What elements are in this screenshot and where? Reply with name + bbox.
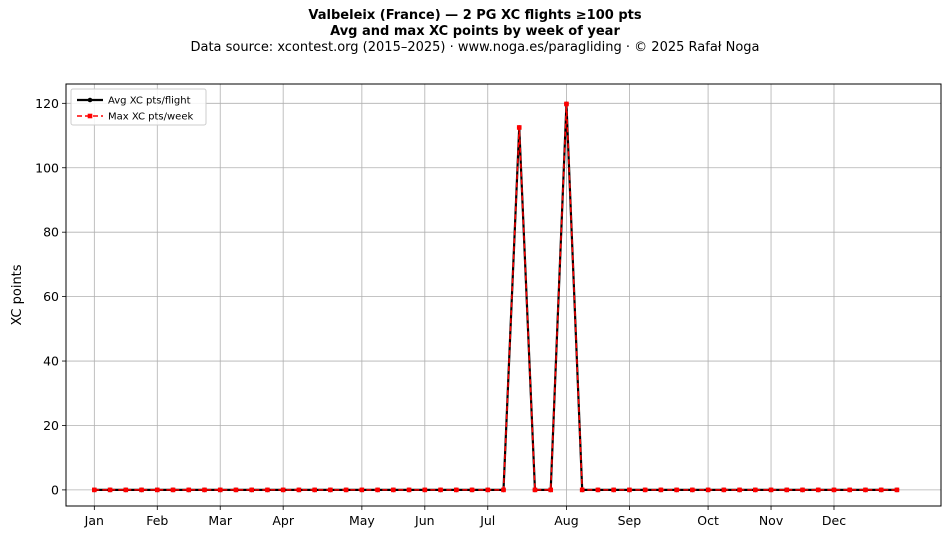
x-tick-label: Dec — [822, 513, 846, 528]
data-point-max — [831, 487, 837, 493]
data-point-max — [469, 487, 475, 493]
data-point-max — [123, 487, 129, 493]
data-point-max — [296, 487, 302, 493]
data-point-max — [627, 487, 632, 493]
data-point-max — [894, 487, 900, 493]
plot-frame — [65, 83, 942, 507]
axes: Jan Feb Mar Apr May Jun Jul Aug Sep Oct Nov Dec 0 20 4… — [10, 83, 942, 528]
x-tick-label: Sep — [618, 513, 642, 528]
legend-label: Avg XC pts/flight — [108, 96, 191, 107]
data-point-max — [438, 487, 443, 493]
y-tick-label: 80 — [43, 225, 59, 240]
grid — [66, 84, 941, 506]
data-point-max — [453, 487, 459, 493]
y-axis-label: XC points — [10, 264, 25, 325]
x-tick-label: Aug — [554, 513, 578, 528]
data-point-max — [737, 487, 742, 493]
data-point-max — [595, 487, 601, 493]
y-tick-label: 40 — [43, 354, 59, 369]
x-tick-label: Apr — [272, 513, 294, 528]
series-line-max — [94, 103, 897, 491]
data-point-max — [548, 487, 554, 493]
legend-marker — [87, 113, 93, 119]
x-tick-label: Nov — [759, 513, 784, 528]
data-point-max — [202, 487, 207, 493]
data-point-max — [233, 487, 239, 493]
data-point-max — [217, 487, 223, 493]
data-point-max — [863, 487, 868, 493]
x-tick-label: Oct — [697, 513, 719, 528]
data-point-max — [642, 487, 648, 493]
legend-box — [70, 88, 207, 126]
data-point-max — [674, 487, 679, 493]
y-tick-label: 120 — [35, 96, 59, 111]
y-tick-label: 0 — [51, 482, 59, 497]
data-point-max — [768, 487, 774, 493]
x-tick-label: Jul — [479, 513, 495, 528]
data-point-max — [579, 487, 585, 493]
x-tick-label: Feb — [146, 513, 168, 528]
chart-title-line2: Avg and max XC points by week of year — [330, 24, 620, 39]
legend: Avg XC pts/flight Max XC pts/week — [70, 88, 207, 126]
data-point-max — [139, 487, 144, 493]
data-point-max — [265, 487, 270, 493]
data-point-max — [752, 487, 758, 493]
data-point-max — [422, 487, 428, 493]
y-tick-label: 60 — [43, 289, 59, 304]
data-point-max — [154, 487, 160, 493]
data-point-max — [847, 487, 853, 493]
data-point-max — [784, 487, 790, 493]
data-point-max — [170, 487, 176, 493]
chart-title: Valbeleix (France) — 2 PG XC flights ≥10… — [308, 8, 642, 23]
data-point-max — [815, 487, 821, 493]
data-point-max — [359, 487, 365, 493]
data-point-max — [721, 487, 727, 493]
data-point-max — [280, 487, 286, 493]
data-point-max — [249, 487, 255, 493]
data-point-max — [690, 487, 695, 493]
data-point-max — [878, 487, 884, 493]
data-point-max — [107, 487, 113, 493]
x-tick-label: Jun — [414, 513, 435, 528]
data-point-max — [564, 101, 569, 107]
data-point-max — [92, 487, 97, 493]
data-point-max — [406, 487, 412, 493]
legend-marker — [87, 97, 93, 103]
series — [92, 101, 900, 493]
data-point-max — [532, 487, 538, 493]
data-point-max — [658, 487, 664, 493]
data-point-max — [328, 487, 333, 493]
x-tick-label: May — [349, 513, 375, 528]
y-tick-label: 100 — [35, 160, 59, 175]
chart-title-block: Valbeleix (France) — 2 PG XC flights ≥10… — [0, 8, 950, 56]
data-point-max — [186, 487, 192, 493]
data-point-max — [343, 487, 349, 493]
data-point-max — [391, 487, 396, 493]
x-tick-label: Mar — [208, 513, 232, 528]
data-point-max — [501, 487, 506, 493]
data-point-max — [705, 487, 711, 493]
data-point-max — [516, 125, 522, 130]
y-tick-label: 20 — [43, 418, 59, 433]
x-tick-label: Jan — [84, 513, 104, 528]
data-point-max — [375, 487, 380, 493]
data-point-max — [312, 487, 317, 493]
data-point-max — [611, 487, 616, 493]
legend-label: Max XC pts/week — [108, 112, 193, 123]
data-point-max — [800, 487, 805, 493]
data-point-max — [485, 487, 491, 493]
chart-subtitle: Data source: xcontest.org (2015–2025) · … — [190, 40, 760, 55]
